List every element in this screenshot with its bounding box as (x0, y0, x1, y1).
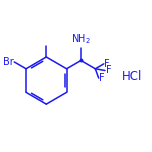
Text: F: F (106, 66, 111, 76)
Text: F: F (99, 73, 105, 83)
Text: HCl: HCl (122, 69, 143, 83)
Text: F: F (104, 59, 110, 69)
Text: Br: Br (3, 57, 14, 67)
Text: NH$_2$: NH$_2$ (71, 33, 91, 46)
